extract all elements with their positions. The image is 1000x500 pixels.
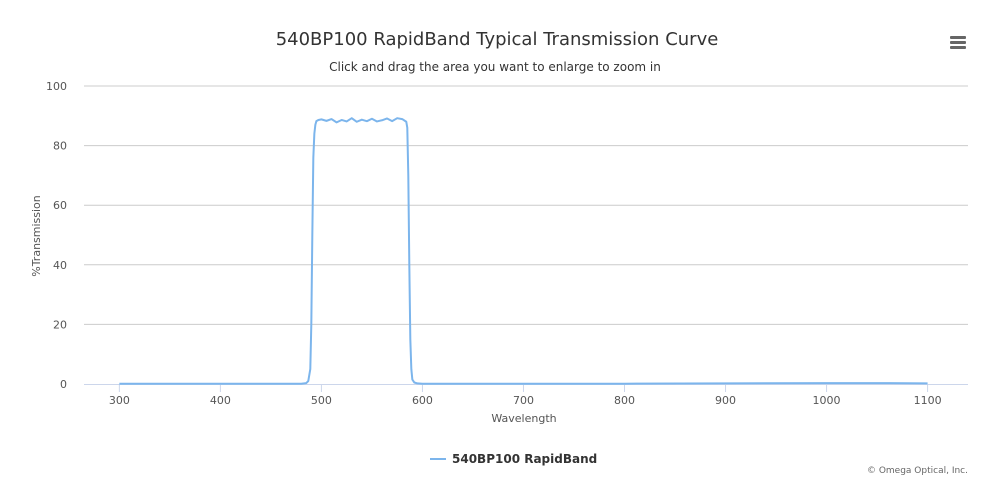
chart-title: 540BP100 RapidBand Typical Transmission …: [276, 29, 719, 50]
x-tick-label: 600: [412, 394, 433, 407]
legend-item-540bp100[interactable]: 540BP100 RapidBand: [430, 452, 597, 466]
credits-link[interactable]: © Omega Optical, Inc.: [867, 466, 968, 476]
x-tick-label: 500: [311, 394, 332, 407]
x-tick-label: 1100: [914, 394, 942, 407]
x-tick-label: 400: [210, 394, 231, 407]
grid-lines: [84, 85, 968, 325]
legend-label: 540BP100 RapidBand: [452, 452, 597, 466]
y-tick-label: 40: [53, 259, 67, 272]
y-tick-label: 20: [53, 318, 67, 331]
x-tick-label: 1000: [813, 394, 841, 407]
x-axis-title: Wavelength: [491, 412, 556, 425]
y-axis-ticks: 0 20 40 60 80 100: [46, 80, 67, 391]
chart-subtitle: Click and drag the area you want to enla…: [329, 60, 661, 74]
x-tick-label: 300: [109, 394, 130, 407]
y-tick-label: 100: [46, 80, 67, 93]
y-axis-title: %Transmission: [30, 195, 43, 277]
x-axis-ticks: 300 400 500 600 700 800 900 1000 1100: [109, 384, 942, 407]
x-tick-label: 800: [614, 394, 635, 407]
y-tick-label: 80: [53, 140, 67, 153]
x-tick-label: 700: [513, 394, 534, 407]
y-tick-label: 0: [60, 378, 67, 391]
x-tick-label: 900: [715, 394, 736, 407]
hamburger-menu-icon[interactable]: [949, 34, 967, 50]
y-tick-label: 60: [53, 199, 67, 212]
series-line-540bp100[interactable]: [119, 117, 928, 385]
